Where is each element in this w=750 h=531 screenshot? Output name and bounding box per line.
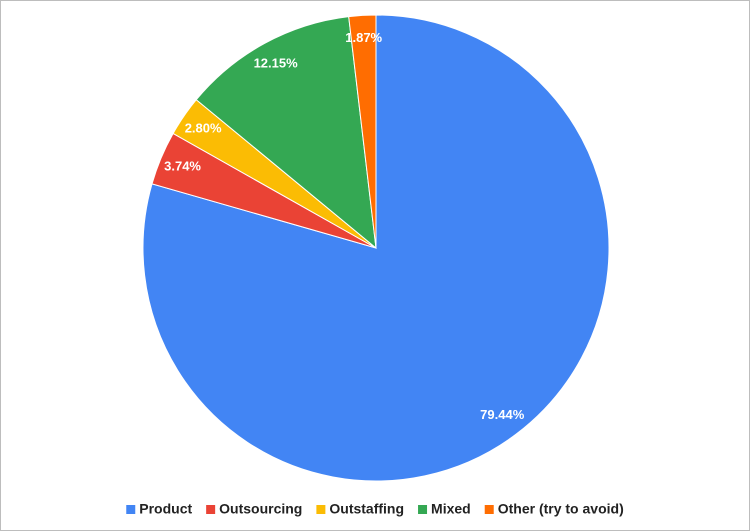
legend-label: Mixed: [431, 501, 471, 517]
legend-swatch: [418, 505, 428, 514]
data-label: 79.44%: [480, 407, 525, 422]
data-label: 12.15%: [254, 55, 299, 70]
pie-slice: [195, 16, 377, 250]
legend-swatch: [484, 505, 494, 514]
data-label: 1.87%: [345, 30, 382, 45]
data-label: 3.74%: [164, 158, 201, 173]
legend-label: Outstaffing: [329, 501, 404, 517]
pie-slice: [348, 14, 377, 249]
data-label: 2.80%: [185, 121, 222, 136]
legend-swatch: [126, 505, 136, 514]
legend-label: Other (try to avoid): [498, 501, 624, 517]
legend-swatch: [316, 505, 326, 514]
legend-label: Product: [139, 501, 192, 517]
legend-swatch: [206, 505, 216, 514]
legend-label: Outsourcing: [219, 501, 302, 517]
